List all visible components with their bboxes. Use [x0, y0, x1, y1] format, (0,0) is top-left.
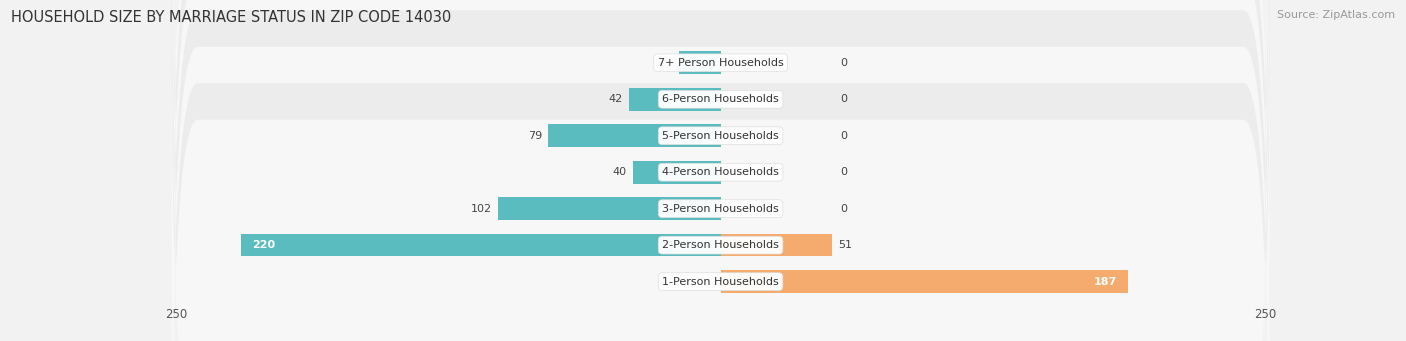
- Text: 3-Person Households: 3-Person Households: [662, 204, 779, 214]
- Text: 51: 51: [838, 240, 852, 250]
- Bar: [679, 51, 721, 74]
- Text: 7+ Person Households: 7+ Person Households: [658, 58, 783, 68]
- Text: 19: 19: [658, 58, 672, 68]
- FancyBboxPatch shape: [172, 0, 1270, 341]
- Bar: [628, 88, 721, 110]
- Text: 187: 187: [1094, 277, 1118, 286]
- Bar: [721, 234, 832, 256]
- Text: 42: 42: [609, 94, 623, 104]
- Text: 40: 40: [613, 167, 627, 177]
- Text: 5-Person Households: 5-Person Households: [662, 131, 779, 141]
- Bar: [548, 124, 721, 147]
- FancyBboxPatch shape: [172, 0, 1270, 341]
- Bar: [721, 270, 1128, 293]
- Text: 102: 102: [471, 204, 492, 214]
- Bar: [242, 234, 721, 256]
- Text: 0: 0: [841, 131, 848, 141]
- Text: 0: 0: [841, 94, 848, 104]
- Text: 4-Person Households: 4-Person Households: [662, 167, 779, 177]
- Text: 1-Person Households: 1-Person Households: [662, 277, 779, 286]
- Bar: [498, 197, 721, 220]
- FancyBboxPatch shape: [172, 6, 1270, 341]
- Text: 0: 0: [841, 204, 848, 214]
- Text: 0: 0: [841, 167, 848, 177]
- FancyBboxPatch shape: [172, 0, 1270, 339]
- Text: 2-Person Households: 2-Person Households: [662, 240, 779, 250]
- Text: HOUSEHOLD SIZE BY MARRIAGE STATUS IN ZIP CODE 14030: HOUSEHOLD SIZE BY MARRIAGE STATUS IN ZIP…: [11, 10, 451, 25]
- Text: 6-Person Households: 6-Person Households: [662, 94, 779, 104]
- Bar: [633, 161, 721, 183]
- FancyBboxPatch shape: [172, 0, 1270, 341]
- Text: 79: 79: [527, 131, 541, 141]
- Text: Source: ZipAtlas.com: Source: ZipAtlas.com: [1277, 10, 1395, 20]
- FancyBboxPatch shape: [172, 0, 1270, 341]
- FancyBboxPatch shape: [172, 0, 1270, 341]
- Text: 220: 220: [252, 240, 276, 250]
- Text: 0: 0: [841, 58, 848, 68]
